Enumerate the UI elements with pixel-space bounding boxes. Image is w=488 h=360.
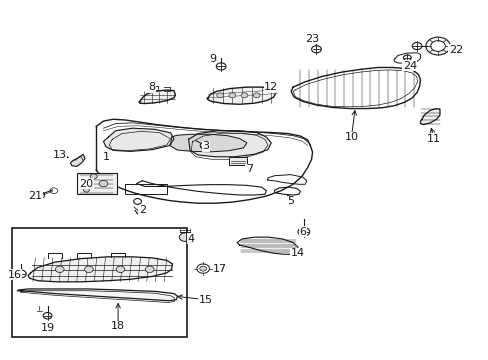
Circle shape <box>80 180 88 187</box>
Circle shape <box>83 188 89 192</box>
Text: 7: 7 <box>245 164 252 174</box>
Polygon shape <box>237 237 297 254</box>
Circle shape <box>311 46 321 53</box>
Text: 1: 1 <box>102 152 109 162</box>
Text: 16: 16 <box>7 270 21 280</box>
FancyBboxPatch shape <box>228 157 247 165</box>
Polygon shape <box>170 134 246 152</box>
Text: 14: 14 <box>290 248 305 258</box>
Circle shape <box>411 42 421 50</box>
Circle shape <box>241 93 247 98</box>
Circle shape <box>228 93 235 98</box>
Text: 6: 6 <box>299 227 305 237</box>
Circle shape <box>430 41 445 51</box>
Circle shape <box>425 37 449 55</box>
Bar <box>12 228 187 337</box>
Bar <box>77 173 116 194</box>
Circle shape <box>197 264 209 273</box>
Circle shape <box>253 93 260 98</box>
Polygon shape <box>139 90 175 104</box>
Circle shape <box>55 266 64 273</box>
Circle shape <box>200 143 208 149</box>
Text: 19: 19 <box>41 323 55 333</box>
Circle shape <box>297 228 309 236</box>
Text: 9: 9 <box>209 54 216 64</box>
Text: 2: 2 <box>139 205 145 215</box>
Polygon shape <box>206 87 276 104</box>
Circle shape <box>99 180 108 187</box>
Polygon shape <box>103 128 174 152</box>
Circle shape <box>216 63 225 70</box>
Polygon shape <box>28 257 172 282</box>
Text: 5: 5 <box>286 197 294 206</box>
Circle shape <box>216 93 223 98</box>
Text: 4: 4 <box>187 234 194 244</box>
Polygon shape <box>420 109 439 125</box>
Circle shape <box>200 266 206 271</box>
Circle shape <box>84 266 93 273</box>
Circle shape <box>179 233 191 242</box>
Text: 10: 10 <box>344 132 358 142</box>
Circle shape <box>43 312 52 319</box>
Text: 22: 22 <box>448 45 462 55</box>
Circle shape <box>116 266 124 273</box>
Text: 23: 23 <box>305 34 319 44</box>
Circle shape <box>16 270 26 278</box>
Polygon shape <box>18 289 177 301</box>
Circle shape <box>133 199 141 204</box>
Polygon shape <box>70 154 85 166</box>
Text: 17: 17 <box>213 264 227 274</box>
Text: 11: 11 <box>426 134 440 144</box>
Text: 18: 18 <box>111 321 125 332</box>
Text: 12: 12 <box>264 82 278 92</box>
Text: 20: 20 <box>79 179 93 189</box>
Circle shape <box>145 266 154 273</box>
Circle shape <box>403 55 410 61</box>
Text: 3: 3 <box>202 141 209 151</box>
Text: 15: 15 <box>198 295 212 305</box>
Text: 21: 21 <box>28 191 42 201</box>
Text: 13: 13 <box>53 150 66 160</box>
Text: 24: 24 <box>402 61 416 71</box>
Text: 8: 8 <box>148 82 155 92</box>
Polygon shape <box>188 131 271 157</box>
Circle shape <box>90 174 97 179</box>
